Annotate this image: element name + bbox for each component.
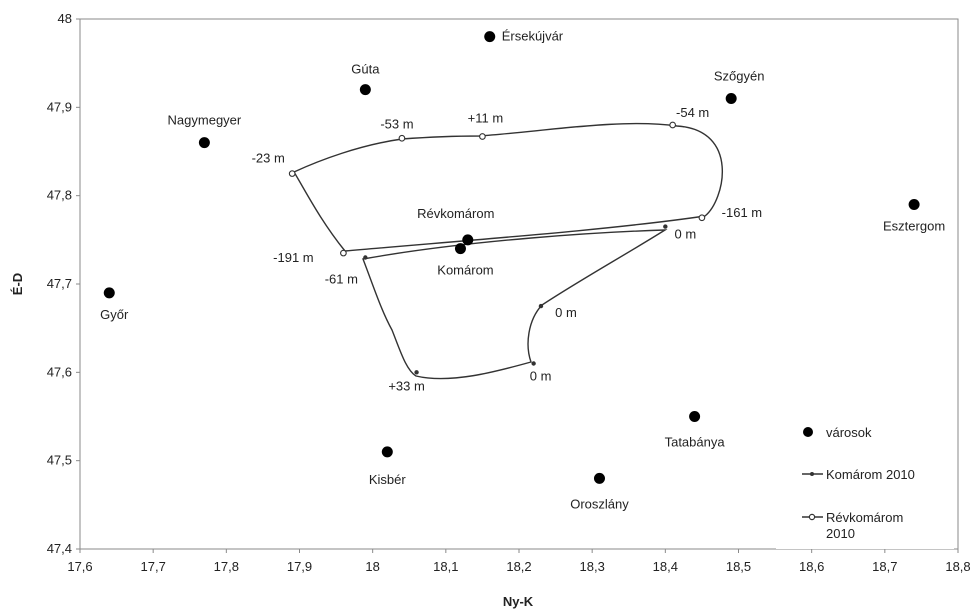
komarom-route-line bbox=[362, 229, 668, 380]
city-label: Tatabánya bbox=[665, 435, 726, 450]
revkomarom-point-marker bbox=[398, 134, 406, 142]
komarom-point-marker bbox=[663, 224, 668, 229]
y-tick-label: 47,7 bbox=[47, 276, 72, 291]
legend-marker-revkomarom-point bbox=[808, 513, 816, 521]
legend: városok Komárom 2010 Révkomárom 2010 bbox=[776, 407, 954, 549]
city-label: Szőgyén bbox=[714, 69, 765, 84]
x-tick-label: 17,7 bbox=[141, 559, 166, 574]
city-marker bbox=[454, 243, 466, 255]
city-label: Nagymegyer bbox=[168, 113, 242, 128]
city-label: Révkomárom bbox=[417, 206, 494, 221]
route-markers: -61 m +33 m 0 m 0 m 0 m -191 m -23 m -53 m +11 m… bbox=[252, 105, 763, 393]
city-marker bbox=[198, 137, 210, 149]
x-tick-label: 18,1 bbox=[433, 559, 458, 574]
city-marker bbox=[462, 234, 474, 246]
point-label: +11 m bbox=[468, 110, 504, 125]
point-label: -54 m bbox=[676, 105, 709, 120]
x-tick-label: 18,8 bbox=[945, 559, 970, 574]
point-label: -191 m bbox=[273, 250, 313, 265]
point-label: -53 m bbox=[380, 116, 413, 131]
komarom-point-marker bbox=[531, 361, 536, 366]
point-label: 0 m bbox=[555, 305, 577, 320]
legend-marker-cities bbox=[803, 427, 813, 437]
y-tick-label: 47,8 bbox=[47, 188, 72, 203]
y-tick-label: 48 bbox=[58, 11, 72, 26]
city-marker bbox=[725, 93, 737, 104]
city-label: Gúta bbox=[351, 62, 380, 77]
route-curves bbox=[292, 122, 724, 380]
city-marker bbox=[381, 446, 393, 458]
x-axis-title: Ny-K bbox=[503, 594, 534, 609]
x-tick-label: 18,6 bbox=[799, 559, 824, 574]
legend-label-revkomarom: Révkomárom 2010 bbox=[826, 510, 903, 541]
revkomarom-route-line bbox=[292, 122, 724, 252]
revkomarom-point-marker bbox=[698, 214, 706, 222]
komarom-point-marker bbox=[538, 303, 544, 309]
city-label: Esztergom bbox=[883, 219, 945, 234]
x-axis: 17,6 17,7 17,8 17,9 18 18,1 18,2 18,3 18,4 18,5 18… bbox=[67, 549, 971, 574]
y-axis: 47,4 47,5 47,6 47,7 47,8 47,9 48 bbox=[47, 11, 80, 556]
point-label: -61 m bbox=[325, 272, 358, 287]
x-tick-label: 17,9 bbox=[287, 559, 312, 574]
x-tick-label: 18,5 bbox=[726, 559, 751, 574]
city-label: Érsekújvár bbox=[502, 29, 564, 44]
point-label: -23 m bbox=[252, 151, 285, 166]
point-label: +33 m bbox=[388, 378, 425, 393]
city-marker bbox=[484, 31, 496, 43]
legend-label-line: 2010 bbox=[826, 526, 855, 541]
y-tick-label: 47,6 bbox=[47, 364, 72, 379]
city-label: Oroszlány bbox=[570, 496, 629, 511]
city-marker bbox=[908, 199, 920, 210]
y-tick-label: 47,9 bbox=[47, 99, 72, 114]
x-tick-label: 18 bbox=[365, 559, 379, 574]
revkomarom-point-marker bbox=[340, 249, 347, 257]
city-label: Győr bbox=[100, 307, 129, 322]
city-marker bbox=[103, 287, 115, 299]
revkomarom-point-marker bbox=[288, 170, 296, 177]
x-tick-label: 17,8 bbox=[214, 559, 239, 574]
legend-label-cities: városok bbox=[826, 425, 872, 440]
city-marker bbox=[689, 411, 701, 422]
x-tick-label: 18,2 bbox=[506, 559, 531, 574]
point-label: 0 m bbox=[674, 227, 696, 242]
revkomarom-point-marker bbox=[669, 121, 677, 129]
legend-marker-komarom-point bbox=[810, 472, 814, 476]
x-tick-label: 18,3 bbox=[580, 559, 605, 574]
legend-label-komarom: Komárom 2010 bbox=[826, 467, 915, 482]
city-marker bbox=[593, 472, 605, 484]
y-tick-label: 47,4 bbox=[47, 541, 72, 556]
revkomarom-point-marker bbox=[479, 133, 486, 140]
x-tick-label: 18,7 bbox=[872, 559, 897, 574]
y-axis-title: É-D bbox=[10, 273, 25, 295]
point-label: 0 m bbox=[530, 369, 552, 384]
point-label: -161 m bbox=[722, 205, 762, 220]
city-label: Kisbér bbox=[369, 472, 407, 487]
city-marker bbox=[359, 84, 371, 96]
y-tick-label: 47,5 bbox=[47, 453, 72, 468]
x-tick-label: 17,6 bbox=[67, 559, 92, 574]
cities: Érsekújvár Gúta Szőgyén Nagymegyer Esztergom… bbox=[100, 29, 945, 512]
x-tick-label: 18,4 bbox=[653, 559, 678, 574]
legend-label-line: Révkomárom bbox=[826, 510, 903, 525]
city-label: Komárom bbox=[437, 263, 493, 278]
komarom-point-marker bbox=[414, 370, 419, 375]
komarom-point-marker bbox=[363, 255, 368, 260]
